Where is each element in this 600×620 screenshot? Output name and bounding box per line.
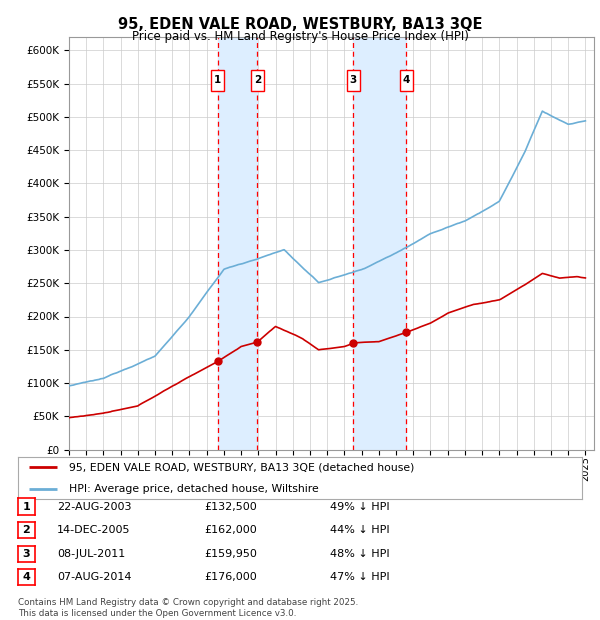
Text: 07-AUG-2014: 07-AUG-2014 (57, 572, 131, 582)
Text: 22-AUG-2003: 22-AUG-2003 (57, 502, 131, 512)
Text: 2: 2 (254, 76, 261, 86)
FancyBboxPatch shape (347, 70, 360, 91)
Text: 95, EDEN VALE ROAD, WESTBURY, BA13 3QE (detached house): 95, EDEN VALE ROAD, WESTBURY, BA13 3QE (… (69, 463, 414, 472)
Text: 3: 3 (350, 76, 357, 86)
Text: 3: 3 (23, 549, 30, 559)
Text: 49% ↓ HPI: 49% ↓ HPI (330, 502, 389, 512)
Text: 1: 1 (23, 502, 30, 512)
Text: 14-DEC-2005: 14-DEC-2005 (57, 525, 131, 535)
FancyBboxPatch shape (251, 70, 264, 91)
Text: 95, EDEN VALE ROAD, WESTBURY, BA13 3QE: 95, EDEN VALE ROAD, WESTBURY, BA13 3QE (118, 17, 482, 32)
Text: 47% ↓ HPI: 47% ↓ HPI (330, 572, 389, 582)
Text: 08-JUL-2011: 08-JUL-2011 (57, 549, 125, 559)
Text: £132,500: £132,500 (204, 502, 257, 512)
Text: Price paid vs. HM Land Registry's House Price Index (HPI): Price paid vs. HM Land Registry's House … (131, 30, 469, 43)
Text: Contains HM Land Registry data © Crown copyright and database right 2025.
This d: Contains HM Land Registry data © Crown c… (18, 598, 358, 618)
Text: 2: 2 (23, 525, 30, 535)
Bar (353, 37, 406, 450)
Text: £162,000: £162,000 (204, 525, 257, 535)
FancyBboxPatch shape (211, 70, 224, 91)
Text: £159,950: £159,950 (204, 549, 257, 559)
FancyBboxPatch shape (400, 70, 413, 91)
Text: 4: 4 (403, 76, 410, 86)
Text: 4: 4 (22, 572, 31, 582)
Text: HPI: Average price, detached house, Wiltshire: HPI: Average price, detached house, Wilt… (69, 484, 319, 494)
Text: 44% ↓ HPI: 44% ↓ HPI (330, 525, 389, 535)
Text: 1: 1 (214, 76, 221, 86)
Bar (218, 37, 257, 450)
Text: 48% ↓ HPI: 48% ↓ HPI (330, 549, 389, 559)
Text: £176,000: £176,000 (204, 572, 257, 582)
